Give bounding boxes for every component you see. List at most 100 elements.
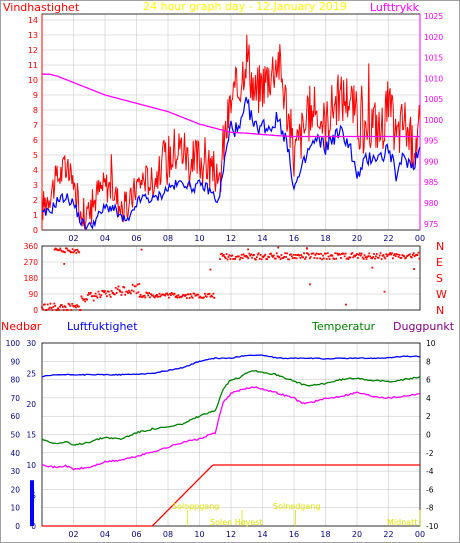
panel-frame (41, 245, 421, 311)
direction-point (204, 295, 207, 297)
direction-point (328, 258, 331, 260)
direction-point (342, 252, 345, 255)
direction-point (375, 253, 378, 255)
direction-point (149, 296, 151, 299)
wind-tick-label: 4 (33, 166, 38, 175)
direction-point (309, 283, 311, 286)
direction-point (277, 246, 280, 249)
direction-point (351, 252, 354, 254)
wind-speed-line (41, 34, 421, 230)
direction-point (251, 256, 253, 259)
direction-point (359, 254, 362, 257)
direction-point (210, 294, 213, 297)
direction-point (369, 255, 372, 258)
time-tick-label: 14 (257, 530, 267, 539)
direction-point (275, 252, 278, 255)
compass-label: W (436, 288, 447, 301)
direction-point (362, 258, 365, 260)
direction-point (194, 294, 197, 297)
direction-point (115, 292, 118, 294)
direction-point (327, 255, 330, 258)
compass-label: N (436, 240, 444, 253)
direction-point (242, 253, 245, 256)
humidity-tick-label: 25 (26, 370, 36, 379)
rain-tick-label: 80 (10, 376, 20, 385)
direction-point (48, 306, 51, 309)
direction-point (105, 292, 107, 295)
direction-point (61, 250, 64, 253)
time-tick-label: 12 (226, 530, 236, 539)
direction-point (199, 295, 201, 298)
compass-label: S (436, 272, 443, 285)
direction-point (392, 257, 394, 260)
direction-point (208, 292, 211, 295)
direction-point (62, 309, 65, 311)
direction-point (178, 296, 181, 299)
direction-point (318, 253, 321, 256)
direction-point (116, 288, 119, 291)
direction-point (247, 257, 250, 260)
wind-speed-label: Vindhastighet (3, 1, 80, 14)
direction-point (295, 257, 298, 260)
direction-point (135, 292, 138, 295)
direction-point (325, 258, 328, 260)
direction-point (173, 292, 176, 295)
direction-point (384, 257, 387, 260)
pressure-tick-label: 985 (424, 178, 439, 187)
direction-point (212, 292, 215, 295)
direction-point (150, 293, 152, 295)
direction-point (204, 292, 206, 295)
pressure-tick-label: 1010 (424, 74, 443, 83)
temperature-tick-label: 6 (426, 376, 431, 385)
direction-point (294, 254, 297, 256)
direction-point (272, 254, 275, 257)
solar-noon-label: Solen Høyest (210, 518, 263, 527)
direction-point (238, 258, 241, 261)
direction-point (284, 252, 287, 255)
direction-point (201, 296, 203, 299)
direction-point (253, 254, 255, 256)
direction-point (76, 248, 79, 251)
wind-tick-label: 11 (28, 61, 38, 70)
direction-point (285, 256, 287, 258)
temperature-tick-label: 0 (426, 431, 431, 440)
direction-point (46, 303, 49, 306)
direction-point (290, 255, 293, 258)
direction-point (334, 252, 337, 255)
direction-point (320, 252, 322, 255)
direction-point (71, 303, 74, 305)
direction-point (370, 257, 373, 259)
direction-point (53, 248, 56, 251)
direction-point (271, 254, 273, 257)
direction-point (387, 253, 390, 256)
direction-point (107, 290, 110, 293)
direction-point (383, 290, 386, 293)
time-tick-label: 04 (100, 234, 110, 243)
direction-point (246, 256, 249, 258)
direction-point (416, 254, 419, 256)
pressure-tick-label: 975 (424, 220, 439, 229)
compass-label: E (436, 256, 443, 269)
rain-tick-label: 40 (10, 449, 20, 458)
time-tick-label: 06 (131, 234, 141, 243)
direction-point (151, 294, 153, 297)
direction-point (413, 268, 415, 270)
time-tick-label: 00 (415, 530, 425, 539)
direction-point (344, 252, 347, 255)
wind-tick-label: 12 (28, 46, 38, 55)
direction-point (127, 292, 129, 294)
direction-point (109, 296, 112, 298)
direction-point (397, 256, 400, 258)
direction-point (220, 253, 222, 256)
direction-point (148, 292, 150, 294)
direction-point (366, 256, 369, 258)
direction-point (386, 255, 389, 257)
direction-point (394, 255, 397, 257)
direction-point (335, 257, 338, 260)
direction-point (121, 291, 124, 294)
direction-point (186, 297, 188, 299)
direction-point (315, 252, 318, 255)
direction-point (400, 256, 403, 259)
compass-label: N (436, 304, 444, 317)
direction-point (152, 294, 154, 297)
